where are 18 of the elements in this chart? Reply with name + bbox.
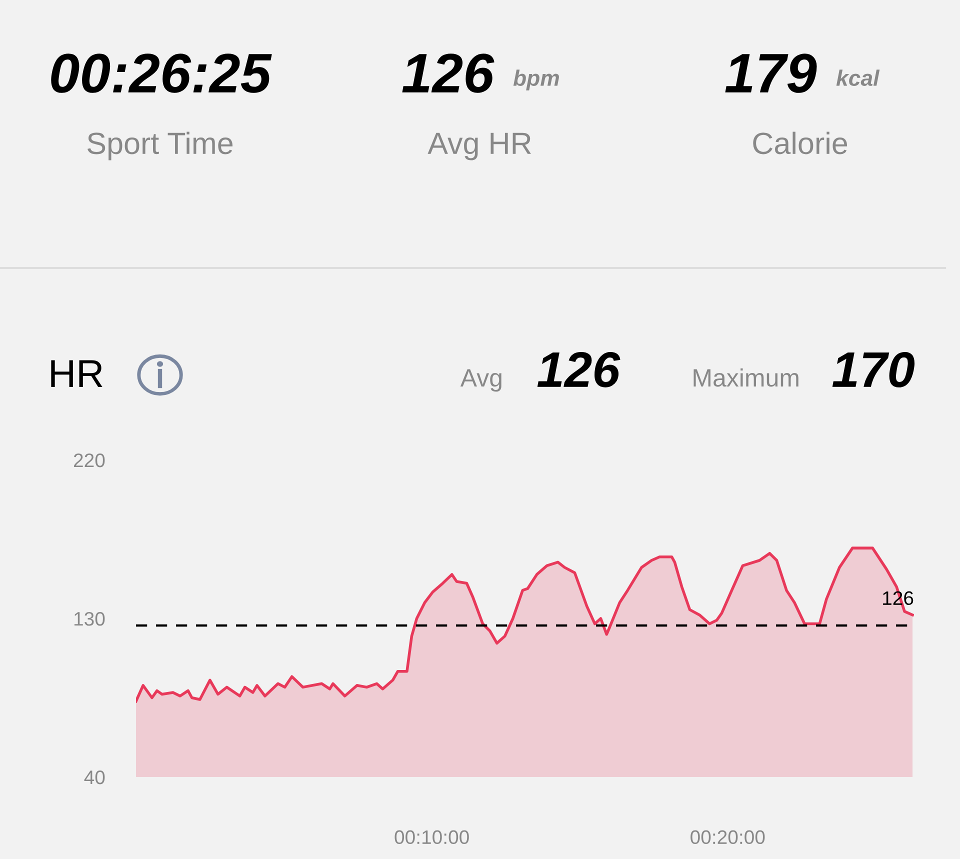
y-tick-label: 40: [84, 770, 105, 784]
text: 00:26:25: [51, 54, 272, 93]
text: Sport Time: [88, 132, 233, 160]
text: Avg: [460, 369, 502, 392]
text: kcal: [836, 70, 880, 86]
text: 179: [725, 54, 817, 93]
text: Avg HR: [428, 132, 531, 160]
text: Calorie: [753, 132, 848, 154]
text: 126: [402, 54, 494, 93]
x-tick-label: 00:20:00: [690, 830, 765, 844]
chart-title: HR: [51, 360, 102, 388]
x-tick-label: 00:10:00: [394, 830, 469, 844]
y-tick-label: 220: [74, 453, 105, 468]
y-tick-label: 130: [74, 612, 105, 626]
text: 170: [832, 352, 915, 388]
text: Maximum: [694, 368, 798, 387]
text: bpm: [513, 70, 559, 90]
text: 126: [537, 352, 620, 388]
